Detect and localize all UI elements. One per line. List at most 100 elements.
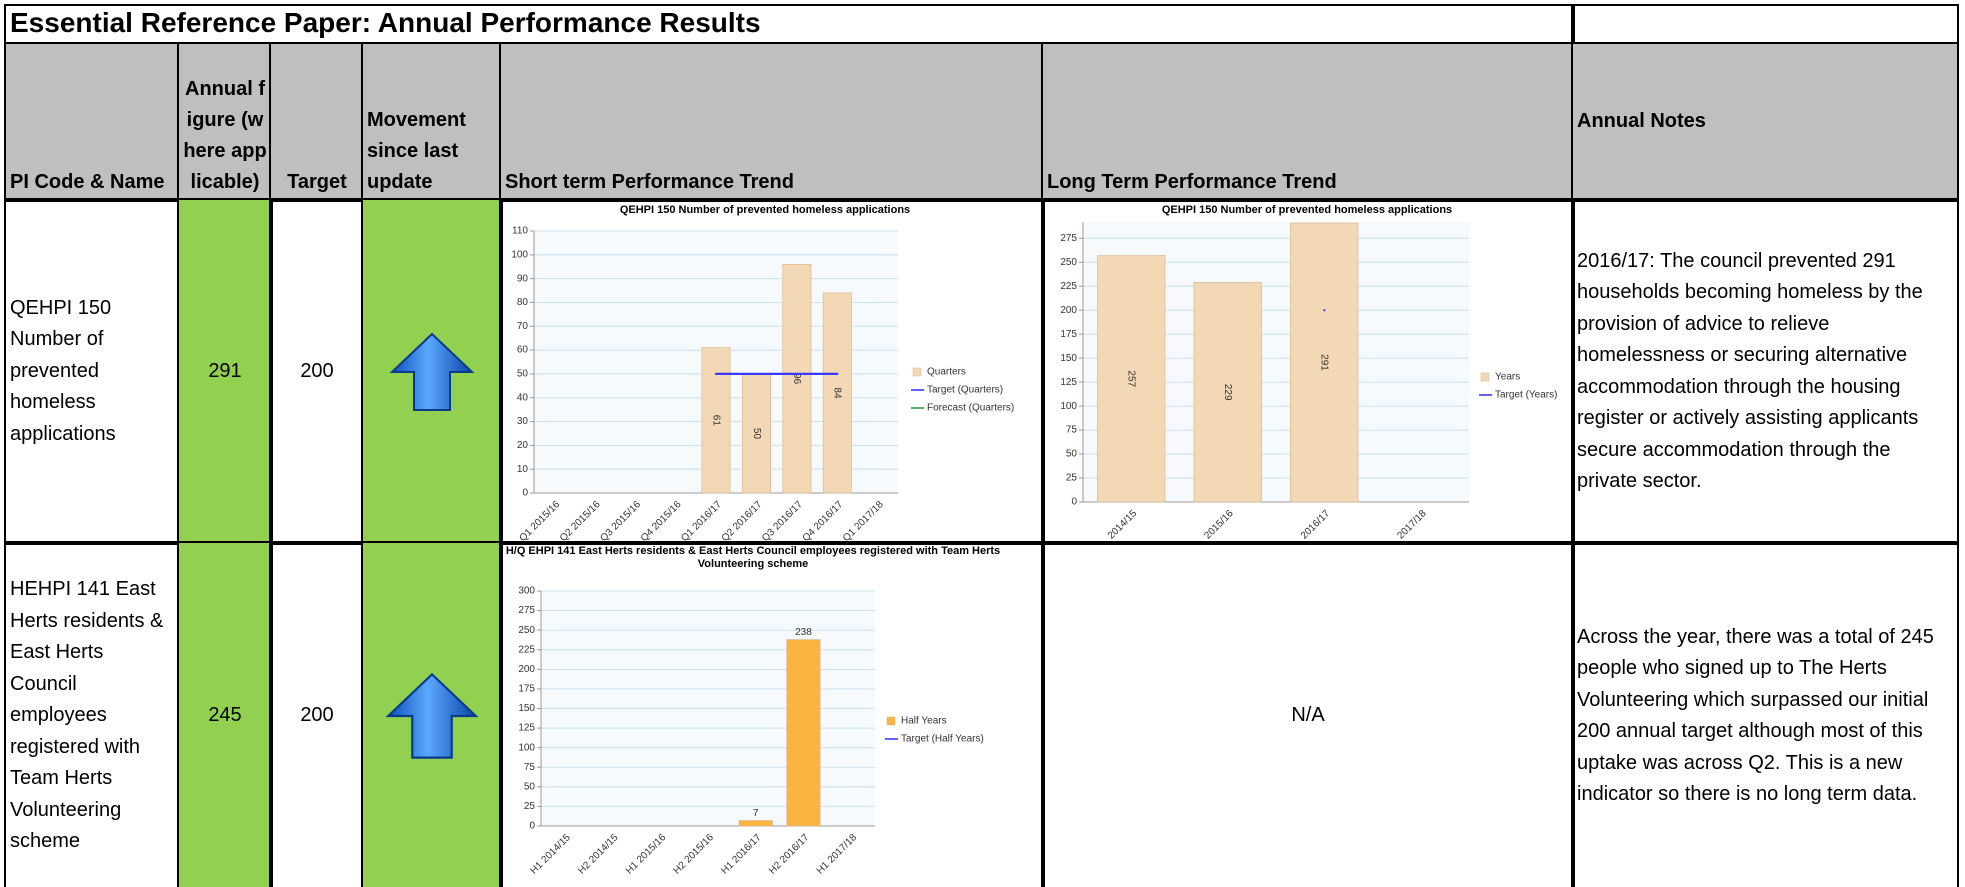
y-tick-label: 70: [517, 321, 529, 332]
value-label: 96: [791, 373, 802, 385]
y-tick-label: 200: [518, 664, 535, 675]
header-text: Movement since last update: [367, 109, 466, 193]
x-tick-label: 2017/18: [1395, 508, 1429, 542]
chart-title: QEHPI 150 Number of prevented homeless a…: [619, 204, 911, 216]
empty-cell: [1571, 4, 1959, 46]
y-tick-label: 75: [1066, 425, 1078, 436]
y-tick-label: 90: [517, 273, 529, 284]
annual-cell: 291: [177, 198, 273, 545]
x-tick-label: H1 2016/17: [719, 832, 764, 877]
x-tick-label: Q2 2016/17: [720, 499, 765, 543]
x-tick-label: H2 2015/16: [672, 832, 717, 877]
header-text: Short term Performance Trend: [505, 171, 794, 193]
annual-cell: 245: [177, 541, 273, 887]
annual-value: 291: [208, 359, 242, 382]
y-tick-label: 300: [518, 586, 535, 597]
y-tick-label: 0: [529, 821, 535, 832]
y-tick-label: 125: [518, 723, 535, 734]
x-tick-label: Q4 2016/17: [801, 499, 846, 543]
pi-name-text: QEHPI 150 Number of prevented homeless a…: [10, 296, 116, 445]
y-tick-label: 225: [518, 644, 535, 655]
chart-title: H/Q EHPI 141 East Herts residents & East…: [505, 545, 1001, 570]
y-tick-label: 25: [1066, 473, 1078, 484]
legend-swatch: [912, 367, 922, 377]
bar: [738, 820, 773, 827]
x-tick-label: Q1 2015/16: [517, 499, 562, 543]
legend-label: Target (Years): [1495, 390, 1557, 401]
legend-label: Half Years: [901, 716, 947, 727]
long-trend-cell: N/A: [1041, 541, 1575, 887]
x-tick-label: H1 2017/18: [815, 832, 860, 877]
x-tick-label: Q1 2017/18: [841, 499, 886, 543]
long-trend-cell: 0 25 50 75 100 125 150 175 200 225 250 275 2014/15 20…: [1041, 198, 1575, 545]
y-tick-label: 175: [518, 684, 535, 695]
y-tick-label: 125: [1060, 377, 1077, 388]
bar: [782, 263, 812, 494]
notes-cell: Across the year, there was a total of 24…: [1571, 541, 1959, 887]
movement-cell: [361, 541, 503, 887]
chart: 0 25 50 75 100 125 150 175 200 225 250 275 2014/15 20…: [1060, 222, 1557, 542]
up-arrow: [390, 332, 474, 411]
y-tick-label: 75: [524, 762, 536, 773]
header-cell: Short term Performance Trend: [499, 42, 1045, 202]
y-tick-label: 40: [517, 392, 529, 403]
legend-label: Target (Half Years): [901, 734, 984, 745]
x-tick-label: H2 2014/15: [576, 832, 621, 877]
x-tick-label: Q3 2016/17: [760, 499, 805, 543]
header-cell: Annual figure (where applicable): [177, 42, 273, 202]
y-tick-label: 80: [517, 297, 529, 308]
y-tick-label: 200: [1060, 305, 1077, 316]
y-tick-label: 100: [518, 742, 535, 753]
y-tick-label: 20: [517, 440, 529, 451]
pi-name: QEHPI 150 Number of prevented homeless a…: [4, 198, 181, 545]
pi-name-text: HEHPI 141 East Herts residents & East He…: [10, 578, 164, 853]
y-tick-label: 150: [1060, 353, 1077, 364]
legend-swatch: [1480, 372, 1490, 382]
y-tick-label: 100: [511, 249, 528, 260]
y-tick-label: 100: [1060, 401, 1077, 412]
bar: [1097, 255, 1166, 503]
value-label: 229: [1222, 384, 1233, 401]
y-tick-label: 250: [518, 625, 535, 636]
y-tick-label: 50: [1066, 449, 1078, 460]
bar: [701, 347, 731, 494]
x-tick-label: Q2 2015/16: [558, 499, 603, 543]
header-text: PI Code & Name: [10, 171, 165, 193]
annual-value: 245: [208, 704, 242, 727]
header-cell: Annual Notes: [1571, 42, 1959, 202]
x-tick-label: 2016/17: [1299, 508, 1333, 542]
chart: 0 25 50 75 100 125 150 175 200 225 250 275 300 H1 201…: [518, 586, 984, 877]
value-label: 291: [1319, 354, 1330, 371]
header-text: Annual Notes: [1577, 109, 1706, 132]
y-tick-label: 275: [518, 605, 535, 616]
y-tick-label: 110: [512, 226, 528, 237]
y-tick-label: 150: [518, 703, 535, 714]
y-tick-label: 175: [1060, 329, 1077, 340]
y-tick-label: 30: [517, 416, 529, 427]
value-label: 50: [751, 428, 762, 440]
bar: [1290, 222, 1359, 503]
arrow-shape: [386, 672, 478, 759]
y-tick-label: 50: [524, 781, 536, 792]
na-text: N/A: [1291, 704, 1325, 727]
header-text: Long Term Performance Trend: [1047, 171, 1337, 193]
x-tick-label: H2 2016/17: [767, 832, 812, 877]
x-tick-label: 2015/16: [1202, 508, 1236, 542]
x-tick-label: Q1 2016/17: [679, 499, 724, 543]
y-tick-label: 225: [1060, 281, 1077, 292]
x-tick-label: Q4 2015/16: [639, 499, 684, 543]
y-tick-label: 60: [517, 345, 529, 356]
target-value: 200: [300, 704, 334, 727]
x-tick-label: Q3 2015/16: [598, 499, 643, 543]
target-value: 200: [300, 359, 334, 382]
value-label: 84: [832, 387, 843, 399]
value-label: 238: [795, 627, 812, 638]
y-tick-label: 0: [522, 488, 528, 499]
header-cell: PI Code & Name: [4, 42, 181, 202]
x-tick-label: H1 2015/16: [624, 832, 669, 877]
up-arrow: [386, 672, 478, 759]
header-cell: Long Term Performance Trend: [1041, 42, 1575, 202]
legend-swatch: [886, 716, 896, 726]
